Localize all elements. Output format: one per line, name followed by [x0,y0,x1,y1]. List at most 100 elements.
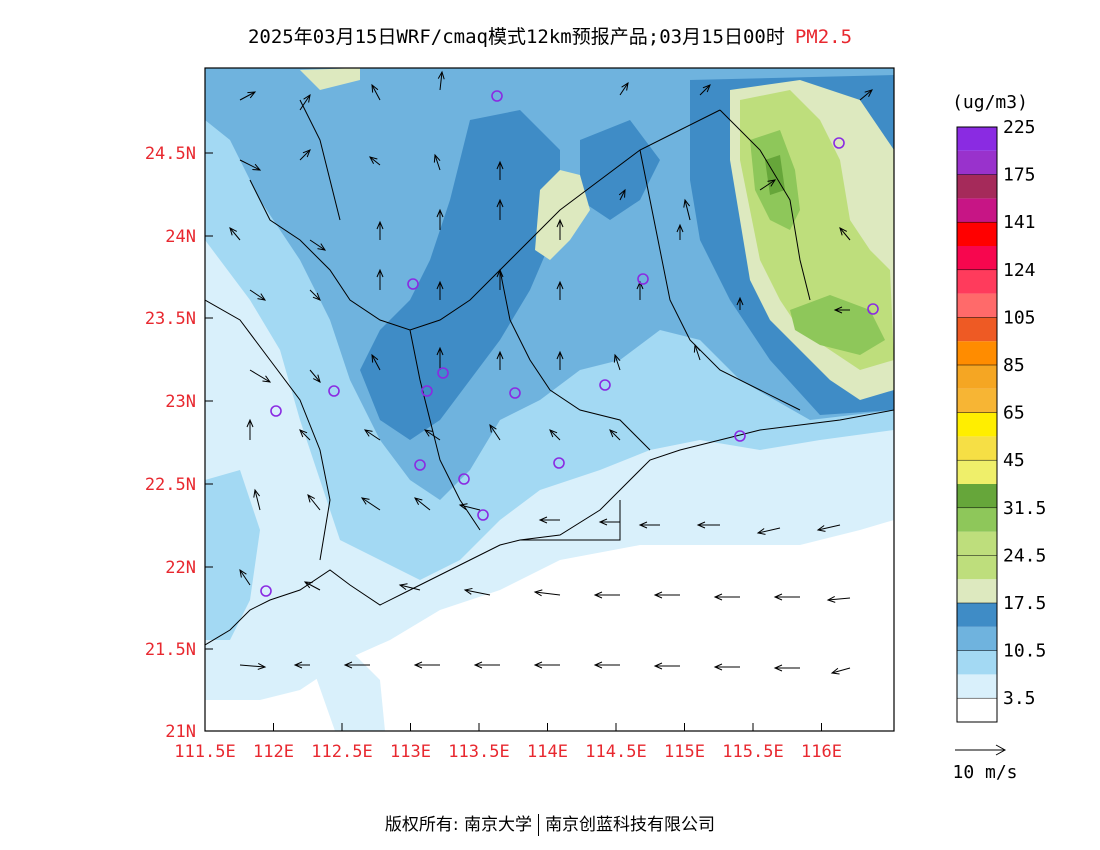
colorbar-swatch [957,531,997,556]
colorbar-swatch [957,555,997,580]
y-tick-label: 21N [165,722,196,742]
colorbar-label: 85 [1003,355,1025,376]
copyright-owner: 版权所有: 南京大学 [384,815,533,835]
province-boundary-6 [299,99,341,221]
colorbar-swatch [957,388,997,413]
colorbar-label: 17.5 [1003,593,1046,614]
station-marker [491,90,503,102]
x-tick-label: 116E [801,742,842,762]
band-31-5b [790,295,885,355]
boundaries [205,99,894,646]
x-axis: 111.5E 112E 112.5E 113E 113.5E 114E 114.5E 115E… [174,723,842,762]
colorbar-swatch [957,365,997,389]
colorbar-swatch [957,293,997,318]
colorbar-label: 225 [1003,117,1036,138]
wind-legend-label: 10 m/s [952,762,1017,783]
map-title: 2025年03月15日WRF/cmaq模式12km预报产品;03月15日00时 P… [0,22,1100,49]
station-marker [328,385,340,397]
title-text: 2025年03月15日WRF/cmaq模式12km预报产品;03月15日00时 [247,26,785,48]
x-tick-label: 115.5E [722,742,783,762]
colorbar-swatch [957,341,997,365]
colorbar-swatch [957,507,997,532]
station-marker [414,459,426,471]
pollutant-name: PM2.5 [794,26,853,48]
colorbar-swatch [957,150,997,175]
colorbar-swatch [957,484,997,508]
colorbar-label: 175 [1003,165,1036,186]
colorbar-swatch [957,222,997,246]
station-marker [509,387,521,399]
x-tick-label: 113.5E [448,742,509,762]
map-frame [204,67,895,732]
province-boundary-7 [205,299,331,561]
colorbar-swatch [957,246,997,270]
colorbar-unit: (ug/m3) [952,92,1028,113]
colorbar-label: 65 [1003,403,1025,424]
x-tick-label: 112.5E [311,742,372,762]
province-boundary-1 [249,109,721,331]
colorbar-swatch [957,436,997,461]
y-tick-label: 21.5N [145,640,196,660]
province-boundary-5 [719,109,811,301]
y-tick-label: 24.5N [145,144,196,164]
colorbar-label: 105 [1003,307,1036,328]
x-tick-label: 115E [664,742,705,762]
x-tick-label: 113E [390,742,431,762]
colorbar-label: 24.5 [1003,545,1046,566]
colorbar-label: 45 [1003,450,1025,471]
colorbar-swatch [957,460,997,484]
colorbar-swatch [957,674,997,699]
band-10-5-west [205,470,260,640]
band-24-5-north [535,170,590,260]
station-marker [477,509,489,521]
y-tick-label: 22.5N [145,475,196,495]
footer-separator [538,814,540,836]
y-tick-label: 23N [165,392,196,412]
y-axis: 21N 21.5N 22N 22.5N 23N 23.5N 24N 24.5N [145,144,213,742]
province-boundary-3 [499,269,651,451]
coastline [205,409,894,646]
footer-credit: 版权所有: 南京大学 南京创蓝科技有限公司 [0,810,1100,836]
colorbar-swatch [957,626,997,651]
y-tick-label: 23.5N [145,309,196,329]
colorbar-swatch [957,603,997,627]
station-marker [260,585,272,597]
wind-legend: 10 m/s [952,744,1018,783]
colorbar-label: 3.5 [1003,688,1036,709]
colorbar-swatch [957,198,997,223]
colorbar-label: 31.5 [1003,498,1046,519]
station-marker [437,367,449,379]
band-17-5-ne [580,120,660,220]
province-boundary-2 [409,329,481,531]
colorbar-label: 124 [1003,260,1036,281]
colorbar-label: 10.5 [1003,641,1046,662]
station-marker [407,278,419,290]
colorbar-swatch [957,127,997,151]
station-marker [421,385,433,397]
band-17-5 [360,110,560,440]
station-marker [458,473,470,485]
station-marker [734,430,746,442]
band-24-5-nw [300,68,360,90]
pm25-field [205,68,894,731]
x-tick-label: 114.5E [585,742,646,762]
station-marker [637,273,649,285]
station-marker [833,137,845,149]
colorbar-swatch [957,317,997,342]
copyright-company: 南京创蓝科技有限公司 [545,815,716,835]
station-marker [867,303,879,315]
band-3-5-south [310,650,385,731]
colorbar-swatch [957,412,997,437]
x-tick-label: 111.5E [174,742,235,762]
x-tick-label: 114E [527,742,568,762]
colorbar-swatch [957,650,997,675]
y-tick-label: 24N [165,227,196,247]
colorbar-swatch [957,269,997,294]
stations [260,90,879,597]
colorbar-swatch [957,579,997,603]
colorbar-label: 141 [1003,212,1036,233]
y-tick-label: 22N [165,558,196,578]
colorbar-swatch [957,698,997,722]
province-boundary-4 [639,149,801,411]
